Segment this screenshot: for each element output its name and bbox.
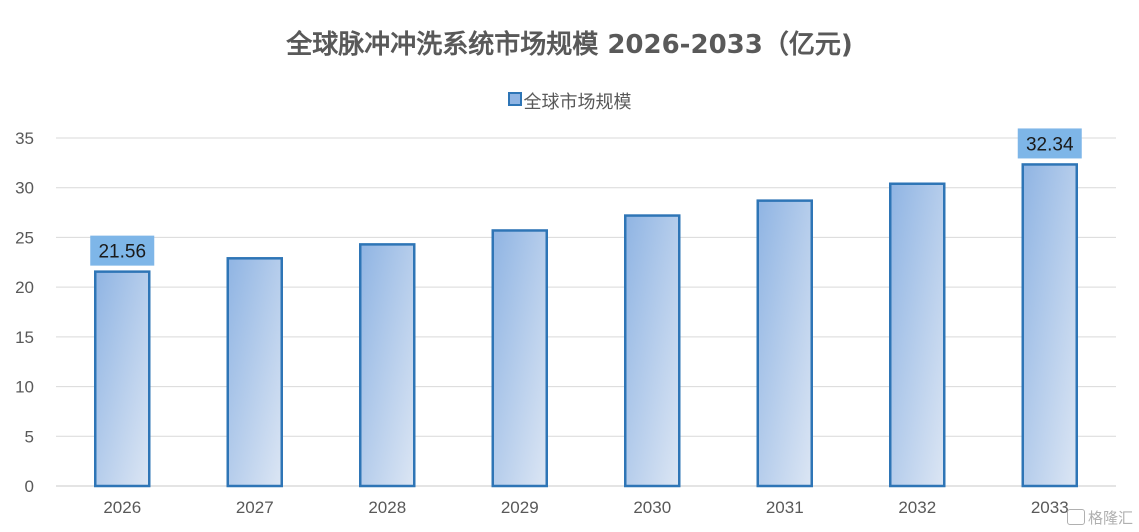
y-tick-label: 35 — [15, 129, 34, 148]
x-tick-label: 2033 — [1031, 498, 1069, 517]
x-tick-label: 2030 — [633, 498, 671, 517]
data-label: 21.56 — [98, 242, 146, 263]
watermark: 格隆汇 — [1066, 507, 1133, 528]
bar — [226, 257, 283, 488]
legend-label: 全球市场规模 — [523, 92, 632, 113]
x-tick-label: 2032 — [898, 498, 936, 517]
chart-title: 全球脉冲冲洗系统市场规模 2026-2033（亿元) — [286, 30, 853, 60]
bar — [756, 199, 813, 488]
bar — [1021, 163, 1078, 488]
y-tick-label: 5 — [25, 427, 34, 446]
gridlines — [56, 137, 1116, 487]
legend-swatch — [507, 92, 522, 106]
x-tick-label: 2027 — [236, 498, 274, 517]
chart-legend: 全球市场规模 — [0, 88, 1139, 114]
y-tick-label: 25 — [15, 228, 34, 247]
bar — [94, 270, 151, 488]
y-axis-ticks: 0 5 10 15 20 25 30 35 — [15, 129, 34, 496]
bar — [359, 243, 416, 488]
watermark-text: 格隆汇 — [1087, 509, 1133, 527]
bar — [889, 182, 946, 488]
y-tick-label: 30 — [15, 179, 34, 198]
data-label: 32.34 — [1026, 134, 1074, 155]
y-tick-label: 20 — [15, 278, 34, 297]
y-tick-label: 10 — [15, 378, 34, 397]
y-tick-label: 0 — [25, 477, 34, 496]
data-label-box — [90, 235, 155, 266]
data-labels: 21.56 32.34 — [90, 128, 1082, 266]
watermark-logo-icon — [1066, 509, 1085, 525]
bars — [94, 163, 1078, 488]
data-label-box — [1017, 128, 1082, 159]
x-tick-label: 2028 — [368, 498, 406, 517]
bar — [624, 214, 681, 488]
x-tick-label: 2029 — [501, 498, 539, 517]
bar — [491, 229, 548, 488]
y-tick-label: 15 — [15, 328, 34, 347]
x-tick-label: 2026 — [103, 498, 141, 517]
x-axis-ticks: 2026 2027 2028 2029 2030 2031 2032 2033 — [103, 498, 1068, 517]
x-tick-label: 2031 — [766, 498, 804, 517]
